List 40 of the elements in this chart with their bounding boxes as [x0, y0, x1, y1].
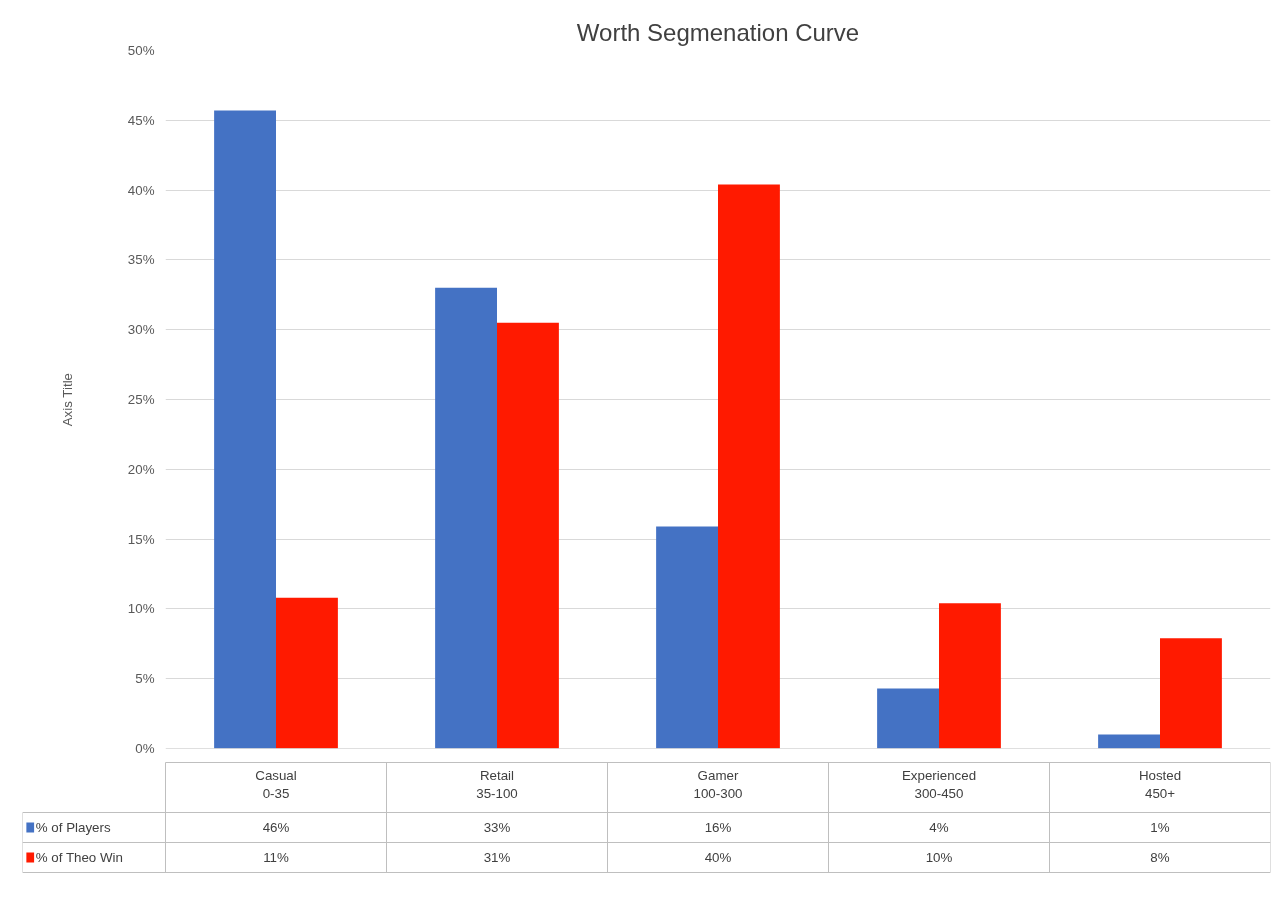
y-tick-label: 25% — [127, 392, 155, 407]
bar — [497, 322, 559, 749]
bar — [276, 597, 338, 749]
chart-title: Worth Segmenation Curve — [576, 18, 860, 46]
data-label: 40% — [704, 850, 732, 865]
data-label: 31% — [483, 850, 511, 865]
data-label: 4% — [929, 820, 949, 835]
data-label: 33% — [483, 820, 511, 835]
x-tick-label: Gamer 100-300 — [693, 767, 743, 802]
y-tick-label: 5% — [135, 671, 155, 687]
y-tick-label: 35% — [127, 252, 155, 268]
y-tick-label: 50% — [127, 43, 155, 58]
bar — [1160, 638, 1222, 749]
y-tick-label: 40% — [127, 182, 155, 198]
y-tick-label: 10% — [127, 601, 155, 617]
x-tick-label: Casual 0-35 — [255, 767, 297, 802]
bar — [1098, 734, 1160, 749]
data-label: 10% — [925, 850, 953, 865]
legend-label: % of Theo Win — [35, 850, 123, 865]
bar — [435, 287, 497, 749]
y-tick-label: 15% — [127, 531, 155, 547]
bar — [877, 688, 939, 749]
x-tick-label: Retail 35-100 — [476, 767, 518, 802]
bar — [214, 110, 276, 749]
data-label: 1% — [1150, 820, 1170, 835]
y-tick-label: 45% — [127, 112, 155, 128]
data-label: 46% — [262, 820, 290, 835]
bar — [656, 526, 718, 749]
bar — [718, 184, 780, 749]
legend-label: % of Players — [35, 820, 111, 835]
data-label: 8% — [1150, 850, 1170, 865]
bar — [939, 603, 1001, 749]
data-label: 11% — [263, 850, 289, 865]
x-tick-label: Hosted 450+ — [1138, 767, 1182, 802]
y-tick-label: 30% — [127, 322, 155, 338]
y-tick-label: 0% — [135, 741, 155, 756]
data-label: 16% — [704, 820, 732, 835]
y-tick-label: 20% — [127, 461, 155, 477]
y-axis-title: Axis Title — [59, 372, 75, 427]
x-tick-label: Experienced 300-450 — [901, 767, 977, 802]
